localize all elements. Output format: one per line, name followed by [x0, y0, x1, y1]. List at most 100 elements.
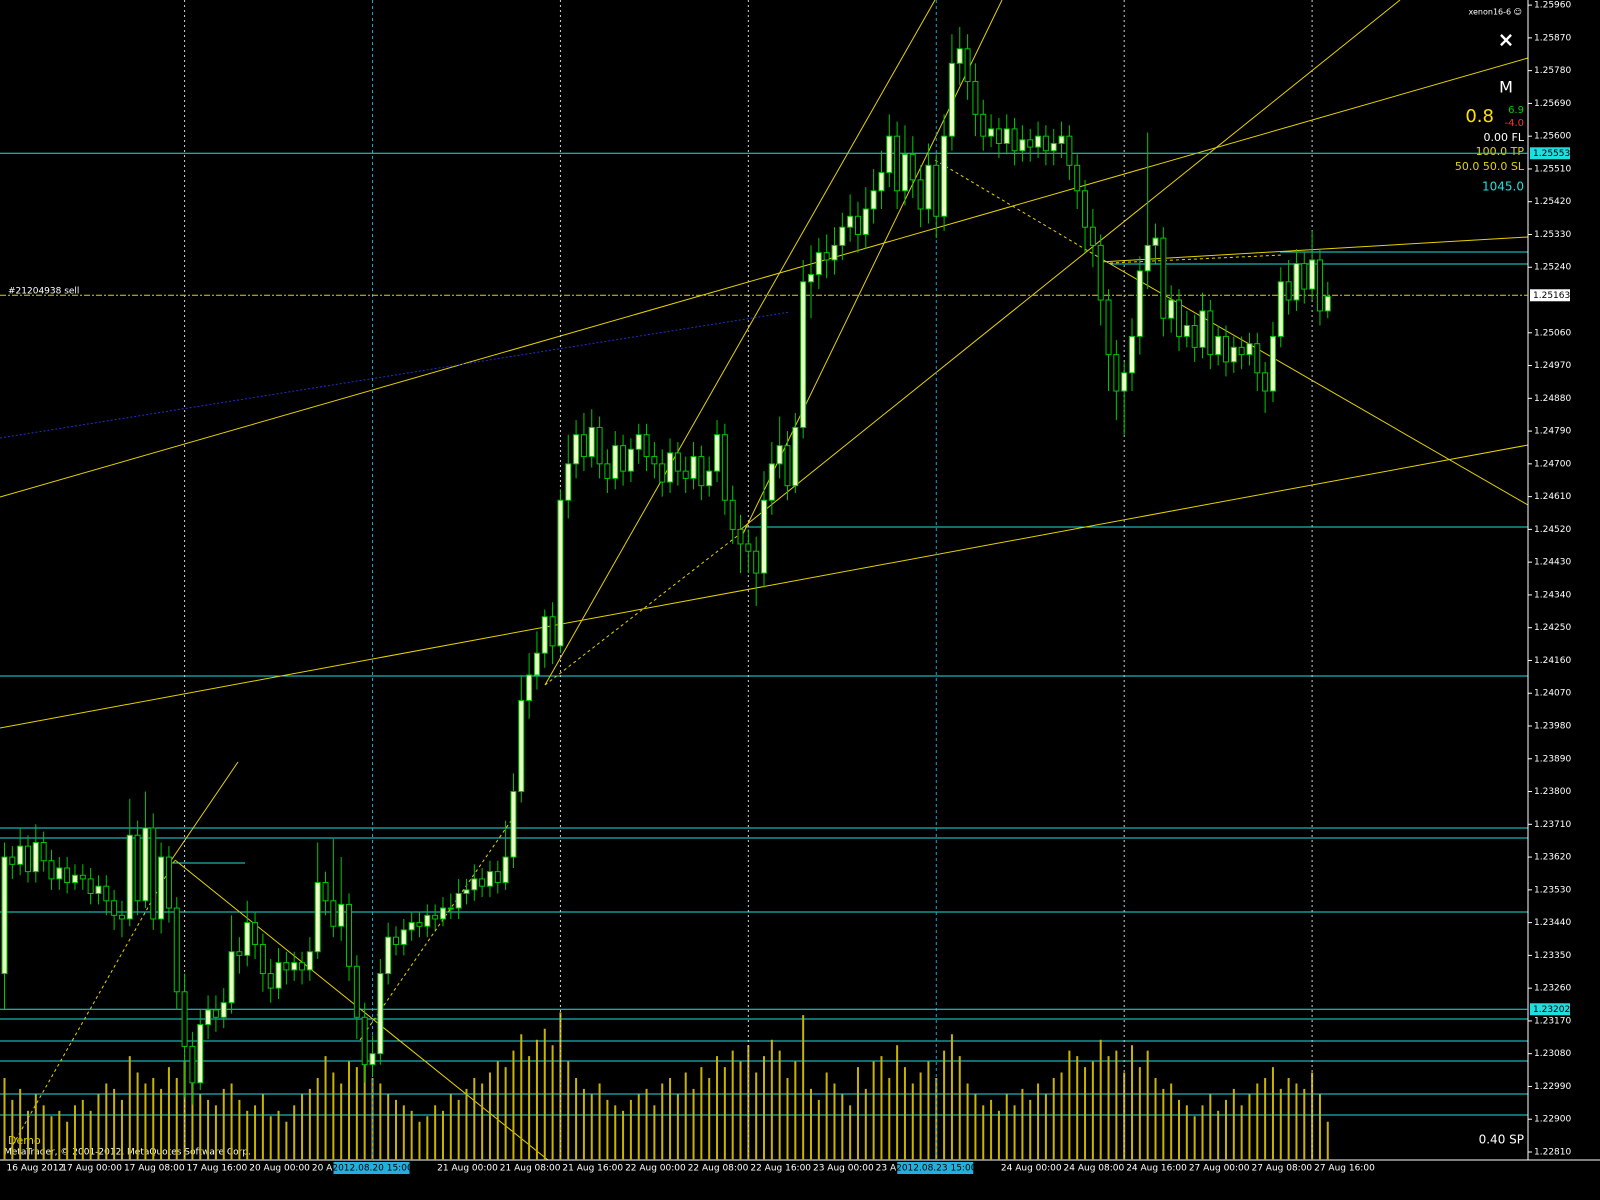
- candle-body: [580, 434, 587, 458]
- trend-line: [9, 859, 176, 1151]
- price-box-label: 1.23202: [1533, 1005, 1570, 1015]
- candle-body: [1027, 139, 1034, 148]
- y-tick-label: 1.24700: [1534, 459, 1571, 469]
- candle-body: [1277, 281, 1284, 337]
- pips-label: 0.8: [1465, 106, 1494, 127]
- candle-body: [753, 550, 760, 574]
- candle-body: [64, 867, 71, 884]
- candle-body: [291, 962, 298, 971]
- candle-body: [1176, 299, 1182, 337]
- candle-body: [447, 907, 454, 910]
- candle-body: [1238, 346, 1245, 356]
- candle-body: [165, 856, 172, 909]
- candle-body: [518, 700, 525, 793]
- y-tick-label: 1.23170: [1534, 1016, 1571, 1026]
- candle-body: [87, 878, 94, 894]
- candle-body: [393, 936, 399, 945]
- candle-body: [322, 882, 329, 902]
- candle-body: [197, 1024, 204, 1084]
- x-tick-label: 17 Aug 16:00: [187, 1164, 248, 1174]
- y-tick-label: 1.23710: [1534, 820, 1571, 830]
- y-tick-label: 1.25960: [1534, 1, 1571, 11]
- candle-body: [839, 226, 846, 246]
- trend-line: [739, 0, 1003, 541]
- close-button[interactable]: ×: [1498, 28, 1515, 52]
- candle-body: [416, 922, 423, 927]
- x-tick-label: 17 Aug 08:00: [124, 1164, 185, 1174]
- candle-body: [220, 1002, 227, 1018]
- candle-body: [95, 885, 102, 894]
- max-label: 6.9: [1508, 105, 1524, 116]
- candle-body: [1003, 128, 1010, 144]
- x-tick-label: 21 Aug 00:00: [437, 1164, 498, 1174]
- candle-body: [768, 463, 775, 501]
- candle-body: [721, 434, 728, 501]
- candle-body: [306, 951, 313, 971]
- y-tick-label: 1.23890: [1534, 754, 1571, 764]
- y-tick-label: 1.23620: [1534, 853, 1571, 863]
- candle-body: [439, 907, 446, 920]
- price-box-label: 1.25553: [1533, 149, 1570, 159]
- candle-body: [1183, 324, 1190, 337]
- candle-body: [228, 951, 235, 1004]
- candle-body: [541, 616, 548, 654]
- trend-line: [544, 529, 746, 686]
- candle-body: [776, 445, 783, 465]
- candle-body: [565, 463, 572, 501]
- candle-body: [807, 274, 814, 283]
- y-tick-label: 1.24790: [1534, 427, 1571, 437]
- candle-body: [667, 452, 674, 483]
- y-tick-label: 1.24340: [1534, 590, 1571, 600]
- y-tick-label: 1.25690: [1534, 99, 1571, 109]
- y-tick-label: 1.23260: [1534, 984, 1571, 994]
- candle-body: [479, 878, 486, 887]
- candle-body: [792, 426, 799, 487]
- x-tick-label: 27 Aug 00:00: [1189, 1164, 1250, 1174]
- y-tick-label: 1.25870: [1534, 33, 1571, 43]
- candle-body: [346, 903, 353, 967]
- order-label: #21204938 sell: [8, 287, 79, 297]
- x-tick-label: 21 Aug 08:00: [500, 1164, 561, 1174]
- y-tick-label: 1.24520: [1534, 525, 1571, 535]
- candle-body: [1301, 263, 1308, 290]
- candle-body: [369, 1053, 376, 1066]
- trend-line: [934, 159, 1101, 259]
- candle-body: [1324, 295, 1331, 312]
- price-box: [1530, 1003, 1570, 1016]
- candle-body: [573, 434, 580, 465]
- candle-body: [729, 499, 736, 530]
- candle-body: [455, 892, 462, 909]
- candle-body: [471, 878, 478, 891]
- candle-body: [1269, 335, 1276, 392]
- candle-body: [1160, 237, 1167, 319]
- candle-body: [1019, 139, 1026, 152]
- trend-line: [1099, 236, 1529, 263]
- candle-body: [158, 856, 165, 920]
- candle-body: [463, 889, 470, 894]
- candle-body: [612, 445, 619, 479]
- candle-body: [526, 674, 533, 702]
- candle-body: [588, 426, 595, 458]
- candle-body: [948, 62, 955, 137]
- time-box-label: 2012.08.23 15:00: [896, 1164, 977, 1174]
- candle-body: [894, 135, 901, 192]
- candle-body: [533, 652, 540, 676]
- y-tick-label: 1.25240: [1534, 263, 1571, 273]
- candle-body: [377, 973, 384, 1055]
- candle-body: [862, 208, 869, 235]
- tp-label: 100.0 TP: [1476, 145, 1525, 158]
- candle-body: [1191, 324, 1198, 348]
- candle-body: [267, 973, 274, 989]
- candle-body: [1246, 343, 1253, 356]
- candle-body: [604, 463, 611, 479]
- candle-body: [964, 48, 971, 83]
- candle-body: [1035, 135, 1042, 148]
- candle-body: [917, 179, 924, 210]
- y-tick-label: 1.24250: [1534, 623, 1571, 633]
- candle-body: [1105, 299, 1112, 356]
- candle-body: [1199, 310, 1206, 348]
- candle-body: [682, 470, 689, 479]
- candle-body: [32, 842, 39, 873]
- candle-body: [1136, 270, 1143, 337]
- candle-body: [181, 991, 188, 1047]
